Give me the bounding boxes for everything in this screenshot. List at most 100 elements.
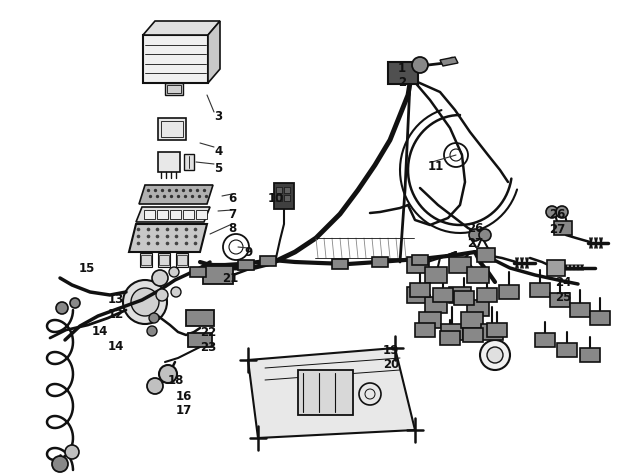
- Bar: [177, 255, 187, 265]
- Bar: [425, 297, 447, 313]
- Polygon shape: [248, 348, 415, 438]
- Bar: [157, 210, 168, 219]
- Bar: [176, 253, 188, 267]
- Bar: [570, 303, 590, 317]
- Bar: [203, 266, 233, 284]
- Bar: [161, 121, 183, 137]
- Bar: [449, 287, 471, 303]
- Bar: [165, 83, 183, 95]
- Bar: [487, 323, 507, 337]
- Circle shape: [479, 229, 491, 241]
- Text: 18: 18: [168, 374, 184, 387]
- Text: 23: 23: [200, 341, 216, 354]
- Circle shape: [412, 57, 428, 73]
- Text: 17: 17: [176, 404, 192, 417]
- Text: 20: 20: [383, 358, 399, 371]
- Polygon shape: [136, 207, 210, 222]
- Polygon shape: [440, 57, 458, 66]
- Polygon shape: [139, 185, 213, 204]
- Circle shape: [546, 206, 558, 218]
- Bar: [388, 62, 418, 84]
- Text: 21: 21: [222, 272, 238, 285]
- Bar: [276, 195, 282, 201]
- Bar: [158, 152, 180, 172]
- Text: 5: 5: [214, 162, 222, 175]
- Bar: [467, 267, 489, 283]
- Bar: [550, 293, 570, 307]
- Bar: [140, 253, 152, 267]
- Text: 27: 27: [467, 237, 483, 250]
- Text: 8: 8: [228, 222, 236, 235]
- Text: 9: 9: [244, 246, 252, 259]
- Bar: [144, 210, 155, 219]
- Bar: [481, 324, 503, 340]
- Text: 25: 25: [555, 291, 572, 304]
- Polygon shape: [208, 21, 220, 83]
- Text: 10: 10: [268, 192, 284, 205]
- Text: 24: 24: [555, 276, 572, 289]
- Bar: [158, 118, 186, 140]
- Bar: [530, 283, 550, 297]
- Circle shape: [487, 347, 503, 363]
- Bar: [332, 259, 348, 269]
- Bar: [499, 285, 519, 299]
- Bar: [440, 331, 460, 345]
- Text: 13: 13: [108, 293, 124, 306]
- Bar: [467, 300, 489, 316]
- Bar: [547, 260, 565, 276]
- Bar: [412, 255, 428, 265]
- Circle shape: [480, 340, 510, 370]
- Bar: [461, 312, 483, 328]
- Bar: [419, 312, 441, 328]
- Bar: [410, 283, 430, 297]
- Bar: [186, 310, 214, 326]
- Bar: [372, 257, 388, 267]
- Circle shape: [52, 456, 68, 472]
- Bar: [463, 328, 483, 342]
- Polygon shape: [129, 224, 207, 252]
- Bar: [454, 291, 474, 305]
- Circle shape: [156, 289, 168, 301]
- Bar: [190, 267, 206, 277]
- Bar: [184, 154, 194, 170]
- Bar: [477, 248, 495, 262]
- Text: 12: 12: [108, 308, 124, 321]
- Bar: [167, 85, 181, 93]
- Bar: [557, 343, 577, 357]
- Bar: [170, 210, 181, 219]
- Circle shape: [70, 298, 80, 308]
- Bar: [196, 210, 207, 219]
- Bar: [274, 183, 294, 209]
- Bar: [284, 195, 290, 201]
- Circle shape: [152, 270, 168, 286]
- Bar: [407, 287, 429, 303]
- Text: 14: 14: [92, 325, 108, 338]
- Text: 27: 27: [549, 223, 565, 236]
- Circle shape: [169, 267, 179, 277]
- Text: 4: 4: [214, 145, 222, 158]
- Bar: [554, 221, 572, 235]
- Text: 11: 11: [428, 160, 444, 173]
- Bar: [238, 260, 254, 270]
- Text: 15: 15: [79, 262, 96, 275]
- Text: 6: 6: [228, 192, 236, 205]
- Circle shape: [149, 313, 159, 323]
- Text: 7: 7: [228, 208, 236, 221]
- Text: 14: 14: [108, 340, 124, 353]
- Circle shape: [469, 229, 481, 241]
- Bar: [441, 324, 463, 340]
- Text: 1: 1: [398, 62, 406, 75]
- Text: 26: 26: [467, 222, 484, 235]
- Text: 19: 19: [383, 344, 399, 357]
- Bar: [407, 257, 429, 273]
- Circle shape: [131, 288, 159, 316]
- Text: 2: 2: [398, 76, 406, 89]
- Bar: [425, 267, 447, 283]
- Bar: [183, 210, 194, 219]
- Bar: [477, 288, 497, 302]
- Bar: [433, 288, 453, 302]
- Bar: [260, 256, 276, 266]
- Bar: [141, 255, 151, 265]
- Bar: [188, 333, 212, 347]
- Bar: [535, 333, 555, 347]
